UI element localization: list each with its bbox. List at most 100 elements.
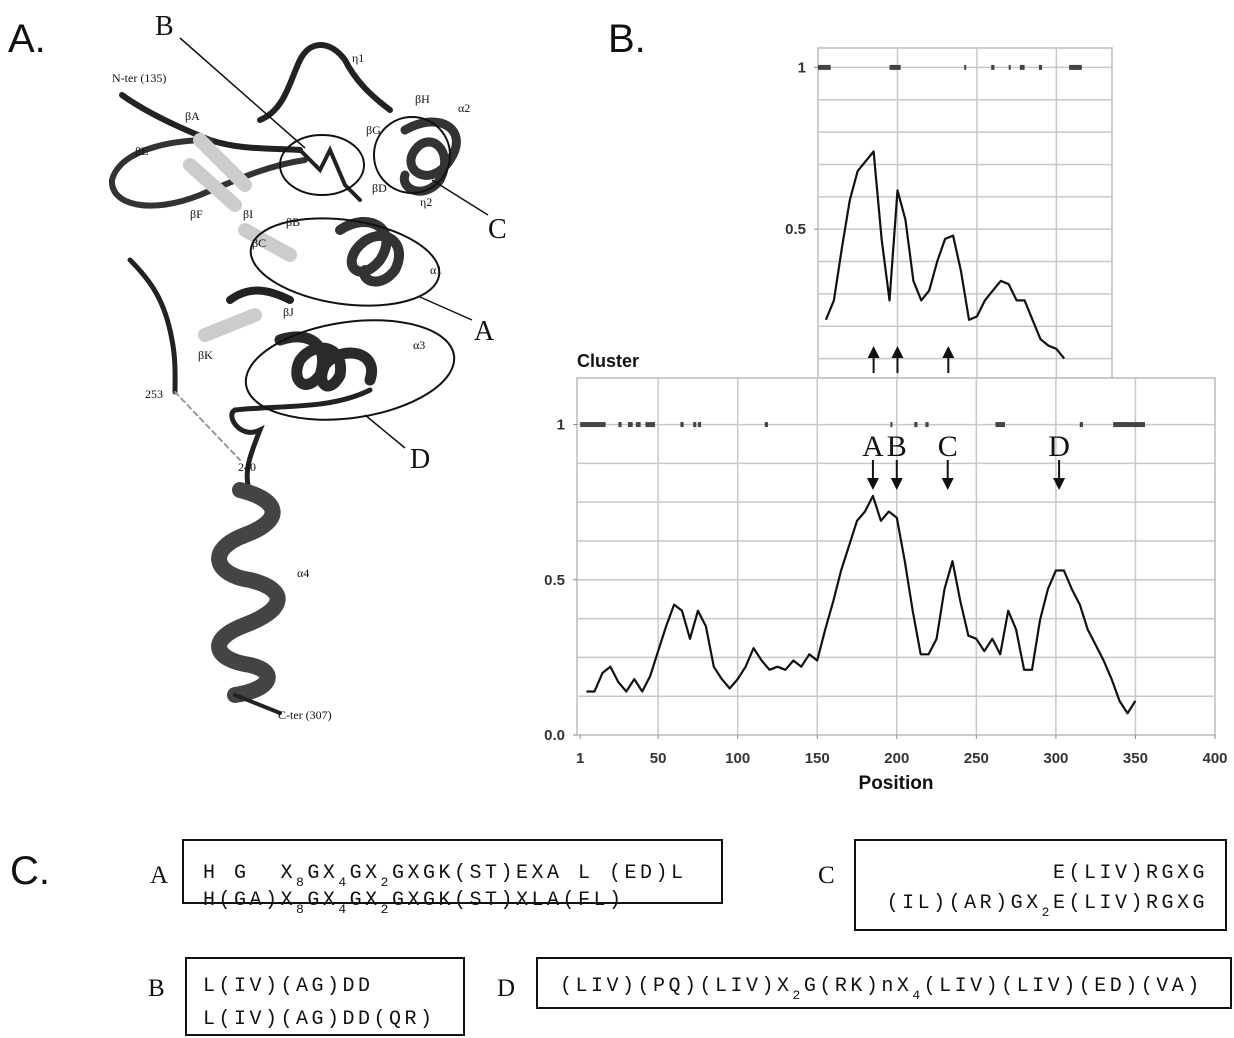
- motif-label: D: [497, 975, 515, 1002]
- cluster-segment: [991, 65, 994, 70]
- arrow-label: D: [1048, 430, 1070, 463]
- x-tick-label: 200: [884, 750, 909, 767]
- arrow-label: C: [938, 430, 958, 463]
- sequence-part: E(LIV)RGXG: [1053, 892, 1208, 915]
- panel-label: C.: [10, 849, 50, 893]
- y-tick-label: 0.0: [544, 727, 565, 744]
- y-tick-label: 1: [557, 417, 565, 434]
- sequence-part: L(IV)(AG)DD: [203, 975, 374, 998]
- cluster-segment: [636, 422, 641, 427]
- cluster-segment: [914, 422, 917, 427]
- subscript: 2: [793, 988, 804, 1003]
- callout-label: A: [474, 316, 495, 347]
- sequence-part: H G X: [203, 862, 296, 885]
- cluster-segment: [1039, 65, 1042, 70]
- structure-label: βF: [190, 207, 203, 221]
- subscript: 2: [381, 902, 392, 917]
- sequence-part: E(LIV)RGXG: [1053, 862, 1208, 885]
- cluster-segment: [1080, 422, 1083, 427]
- cluster-segment: [890, 65, 901, 70]
- structure-label: α1: [430, 263, 442, 277]
- figure: A. B. C. N-ter (135)βAβEβFβIβCβBη1βHα2βG…: [0, 0, 1234, 1038]
- structure-label: βK: [198, 348, 213, 362]
- sequence-part: GX: [350, 862, 381, 885]
- x-tick-label: 400: [1202, 750, 1227, 767]
- panel-label: B.: [608, 17, 646, 61]
- structure-label: C-ter (307): [278, 708, 332, 722]
- structure-label: βD: [372, 181, 387, 195]
- subscript: 4: [912, 988, 923, 1003]
- x-tick-label: 300: [1043, 750, 1068, 767]
- subscript: 8: [296, 902, 307, 917]
- structure-label: βE: [135, 144, 148, 158]
- structure-label: α3: [413, 338, 425, 352]
- sequence-part: (LIV)(LIV)(ED)(VA): [924, 975, 1203, 998]
- sequence-part: GX: [350, 889, 381, 912]
- structure-label: βH: [415, 92, 430, 106]
- structure-label: βJ: [283, 305, 294, 319]
- y-tick-label: 0.5: [785, 221, 806, 238]
- cluster-segment: [925, 422, 928, 427]
- cluster-segment: [618, 422, 621, 427]
- motif-sequence: L(IV)(AG)DD(QR): [203, 1008, 436, 1031]
- callout-label: D: [410, 444, 430, 475]
- structure-label: βC: [252, 236, 266, 250]
- x-tick-label: 150: [805, 750, 830, 767]
- cluster-segment: [964, 65, 966, 70]
- motif-sequence: L(IV)(AG)DD: [203, 975, 374, 998]
- subscript: 2: [1042, 905, 1053, 920]
- arrow-label: B: [887, 430, 907, 463]
- x-tick-label: 350: [1123, 750, 1148, 767]
- sequence-part: (LIV)(PQ)(LIV)X: [560, 975, 793, 998]
- y-tick-label: 1: [798, 59, 806, 76]
- motif-sequence: E(LIV)RGXG: [1053, 862, 1208, 885]
- panel-label: A.: [8, 17, 46, 61]
- x-axis-label: Position: [859, 773, 934, 794]
- sequence-part: GX: [307, 889, 338, 912]
- cluster-segment: [1020, 65, 1025, 70]
- cluster-segment: [818, 65, 831, 70]
- x-tick-label: 50: [650, 750, 667, 767]
- cluster-label: Cluster: [577, 351, 639, 371]
- motif-label: B: [148, 975, 165, 1002]
- structure-label: βI: [243, 207, 253, 221]
- y-tick-label: 0.5: [544, 572, 565, 589]
- arrow-label: A: [862, 430, 884, 463]
- structure-label: α4: [297, 566, 309, 580]
- subscript: 2: [381, 875, 392, 890]
- cluster-segment: [1113, 422, 1145, 427]
- cluster-segment: [765, 422, 768, 427]
- subscript: 4: [338, 902, 349, 917]
- structure-label: α2: [458, 101, 470, 115]
- structure-label: 253: [145, 387, 163, 401]
- sequence-part: G(RK)nX: [804, 975, 913, 998]
- structure-label: η2: [420, 195, 432, 209]
- structure-label: 240: [238, 460, 256, 474]
- sequence-part: GXGK(ST)XLA(FL): [392, 889, 625, 912]
- sequence-part: L(IV)(AG)DD(QR): [203, 1008, 436, 1031]
- x-tick-label: 100: [725, 750, 750, 767]
- motif-label: A: [150, 862, 168, 889]
- cluster-segment: [890, 422, 892, 427]
- subscript: 8: [296, 875, 307, 890]
- cluster-segment: [698, 422, 701, 427]
- subscript: 4: [338, 875, 349, 890]
- cluster-segment: [693, 422, 696, 427]
- sequence-part: GXGK(ST)EXA L (ED)L: [392, 862, 687, 885]
- sequence-part: (IL)(AR)GX: [887, 892, 1042, 915]
- cluster-segment: [580, 422, 605, 427]
- structure-label: N-ter (135): [112, 71, 166, 85]
- cluster-segment: [1069, 65, 1082, 70]
- x-tick-label: 1: [576, 750, 584, 767]
- callout-label: C: [488, 214, 507, 245]
- cluster-segment: [645, 422, 655, 427]
- sequence-part: GX: [307, 862, 338, 885]
- x-tick-label: 250: [964, 750, 989, 767]
- plot-area: [818, 48, 1112, 378]
- cluster-segment: [680, 422, 683, 427]
- motif-label: C: [818, 862, 835, 889]
- cluster-segment: [995, 422, 1005, 427]
- cluster-segment: [628, 422, 633, 427]
- structure-label: η1: [352, 51, 364, 65]
- cluster-segment: [1009, 65, 1011, 70]
